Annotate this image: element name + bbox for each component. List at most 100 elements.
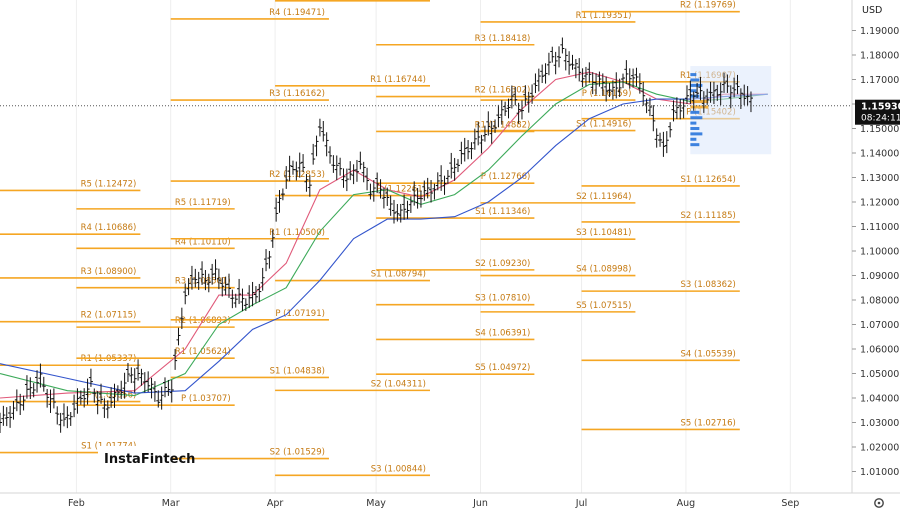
pivot-label: S2 (1.04311) — [371, 379, 426, 389]
month-tick-labels: Feb Mar Apr May Jun Jul Aug Sep — [68, 498, 799, 509]
ma_slow-line — [0, 93, 768, 394]
pivot-label: S1 (1.11346) — [475, 207, 530, 217]
month-tick-label: Mar — [162, 498, 180, 509]
price-tick-label: 1.13000 — [860, 173, 899, 184]
pivot-label: R3 (1.18418) — [475, 34, 531, 44]
volume-profile-bar — [690, 73, 697, 77]
price-tick-label: 1.14000 — [860, 149, 899, 160]
pivot-label: R4 (1.10686) — [81, 223, 137, 233]
volume-profile-area — [690, 66, 772, 155]
pivot-label: S1 (1.08794) — [371, 270, 426, 280]
ma_mid-line — [0, 81, 768, 397]
month-tick-label: May — [366, 498, 386, 509]
pivot-label: R3 (1.16162) — [269, 89, 325, 99]
time-axis[interactable] — [0, 493, 900, 510]
pivot-label: S3 (1.10481) — [576, 228, 631, 238]
volume-profile-bar — [690, 110, 700, 114]
pivot-label: R2 (1.12853) — [269, 170, 325, 180]
pivot-label: S4 (1.06391) — [475, 328, 530, 338]
pivot-label: S5 (1.04972) — [475, 363, 530, 373]
volume-profile-bar — [690, 132, 703, 136]
volume-profile-bar — [690, 78, 700, 82]
pivot-label: P (1.07191) — [275, 309, 325, 319]
pivot-label: R2 (1.16302) — [475, 86, 531, 96]
volume-profile-bar — [690, 100, 709, 104]
current-price-tag: 1.15930 08:24:11 — [855, 99, 900, 125]
ma_fast-line — [0, 71, 768, 399]
pivot-label: R5 (1.11719) — [175, 198, 231, 208]
price-tick-label: 1.10000 — [860, 247, 899, 258]
price-tick-label: 1.01000 — [860, 467, 899, 478]
pivot-label: P (1.03707) — [181, 394, 231, 404]
pivot-label: P (1.12766) — [481, 172, 531, 182]
month-tick-label: Apr — [267, 498, 284, 509]
price-tick-labels: 1.190001.180001.170001.160001.150001.140… — [852, 26, 899, 478]
pivot-label: S5 (1.02716) — [681, 418, 736, 428]
price-tick-label: 1.06000 — [860, 345, 899, 356]
volume-profile-bar — [690, 137, 697, 141]
price-tick-label: 1.07000 — [860, 320, 899, 331]
volume-profile-bar — [690, 143, 700, 147]
pivot-label: S1 (1.14916) — [576, 120, 631, 130]
pivot-label: S1 (1.12654) — [681, 175, 736, 185]
price-tick-label: 1.19000 — [860, 26, 899, 37]
pivot-label: R2 (1.07115) — [81, 311, 137, 321]
pivot-label: S2 (1.11185) — [681, 211, 736, 221]
price-tick-label: 1.15000 — [860, 124, 899, 135]
pivot-label: S4 (1.05539) — [681, 349, 736, 359]
price-tick-label: 1.08000 — [860, 296, 899, 307]
price-tick-label: 1.03000 — [860, 418, 899, 429]
current-price-tag-box — [855, 99, 900, 125]
month-tick-label: Jul — [575, 498, 587, 509]
pivot-label: R1 (1.14882) — [475, 120, 531, 130]
price-tick-label: 1.05000 — [860, 369, 899, 380]
brand-watermark-box — [98, 446, 170, 470]
pivot-label: R1 (1.05624) — [175, 347, 231, 357]
brand-watermark: InstaFintech — [104, 452, 195, 467]
pivot-label: R1 (1.19351) — [576, 11, 632, 21]
price-tick-label: 1.04000 — [860, 394, 899, 405]
pivot-label: S2 (1.01529) — [270, 448, 325, 458]
price-tick-label: 1.12000 — [860, 198, 899, 209]
pivot-label: S3 (1.07810) — [475, 294, 530, 304]
pivot-label: S2 (1.11964) — [576, 192, 631, 202]
pivot-label: P (1.12261) — [376, 185, 426, 195]
volume-profile-bar — [690, 121, 697, 125]
pivot-label: R1 (1.16744) — [370, 75, 426, 85]
month-tick-label: Feb — [68, 498, 85, 509]
volume-profile — [690, 66, 772, 155]
price-tick-label: 1.11000 — [860, 222, 899, 233]
month-tick-label: Aug — [677, 498, 696, 509]
pivot-label: S3 (1.08362) — [681, 280, 736, 290]
price-tick-label: 1.09000 — [860, 271, 899, 282]
pivot-label: S2 (1.09230) — [475, 259, 530, 269]
candlestick-series — [0, 37, 753, 434]
pivot-label: S3 (1.00844) — [371, 464, 426, 474]
price-tick-label: 1.18000 — [860, 51, 899, 62]
volume-profile-bar — [690, 89, 697, 93]
volume-profile-bar — [690, 127, 700, 130]
month-tick-label: Jun — [472, 498, 488, 509]
currency-label[interactable]: USD — [862, 5, 882, 16]
pivot-label: S5 (1.07515) — [576, 301, 631, 311]
volume-profile-bar — [690, 116, 703, 120]
pivot-label: R4 (1.10110) — [175, 237, 231, 247]
month-tick-label: Sep — [781, 498, 799, 509]
price-tick-label: 1.02000 — [860, 443, 899, 454]
price-tick-label: 1.17000 — [860, 75, 899, 86]
pivot-label: R1 (1.10500) — [269, 228, 325, 238]
pivot-label: R5 (1.12472) — [81, 179, 137, 189]
price-axis[interactable] — [852, 0, 900, 510]
pivot-label: R1 (1.05337) — [81, 354, 137, 364]
pivot-label: R3 (1.08900) — [81, 267, 137, 277]
pivot-label: R4 (1.19471) — [269, 8, 325, 18]
pivot-label: S4 (1.08998) — [576, 265, 631, 275]
volume-profile-bar — [690, 83, 703, 87]
gear-icon[interactable] — [874, 498, 884, 508]
moving-averages — [0, 71, 768, 399]
pivot-label: R3 (1.08501) — [175, 277, 231, 287]
current-price-value: 1.15930 — [861, 102, 900, 113]
pivot-label: S1 (1.04838) — [270, 366, 325, 376]
countdown-timer: 08:24:11 — [861, 114, 900, 124]
